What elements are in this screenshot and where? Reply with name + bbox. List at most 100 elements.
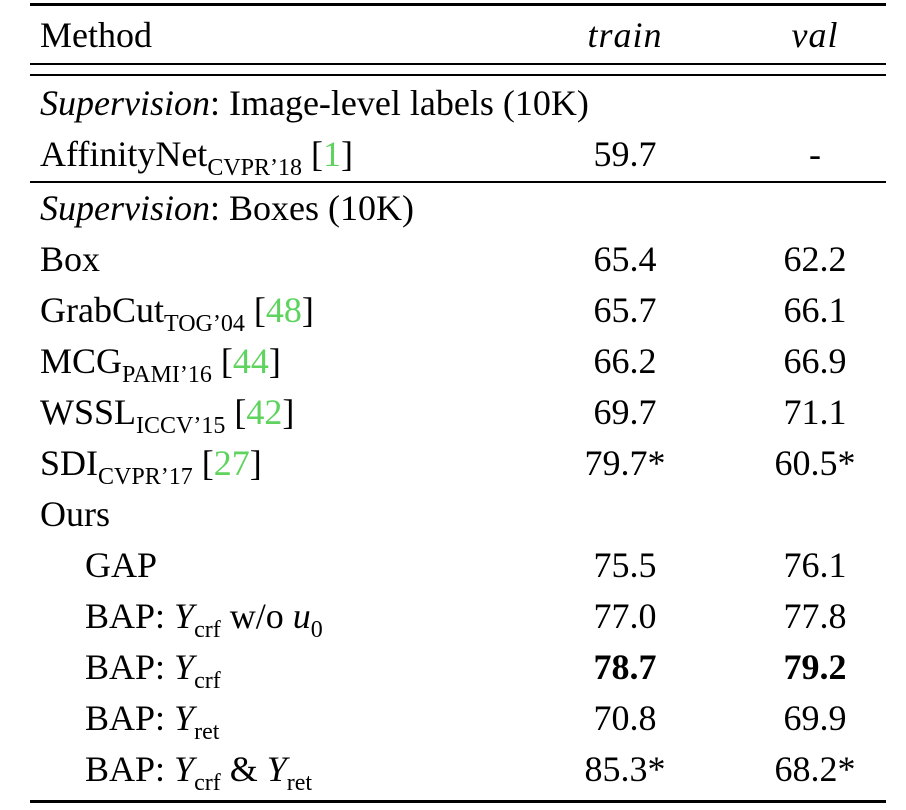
text: WSSL (40, 392, 137, 432)
text-cite: 27 (213, 443, 250, 483)
val-cell: 68.2* (774, 749, 856, 789)
text: BAP: (85, 749, 175, 789)
method-cell: GAP (85, 540, 157, 591)
train-cell: 69.7 (593, 392, 657, 432)
text-sub: ICCV’15 (136, 413, 226, 439)
method-cell: WSSLICCV’15 [42] (40, 387, 294, 443)
text: [ (302, 134, 323, 174)
method-cell: Ours (40, 489, 110, 540)
text: [ (211, 341, 233, 381)
text: : Boxes (10K) (209, 188, 414, 228)
table-row: GrabCutTOG’04 [48] 65.7 66.1 (0, 285, 906, 337)
section-rule (30, 181, 886, 183)
text: GrabCut (40, 290, 164, 330)
method-cell: BAP: Ycrf & Yret (85, 744, 312, 800)
text: ] (301, 290, 314, 330)
text: Ours (40, 494, 110, 534)
train-cell: 65.4 (593, 239, 657, 279)
section-label: Supervision: Image-level labels (10K) (40, 78, 589, 129)
text-sub: 0 (310, 617, 323, 643)
text-math: Y (174, 596, 195, 636)
table-row: AffinityNetCVPR’18 [1] 59.7 - (0, 129, 906, 181)
text-math: Y (174, 647, 195, 687)
train-cell: 79.7* (584, 443, 666, 483)
table-row: SDICVPR’17 [27] 79.7* 60.5* (0, 438, 906, 490)
text-cite: 1 (323, 134, 341, 174)
text: SDI (40, 443, 99, 483)
table-row: Ours (0, 489, 906, 540)
text-sub: crf (194, 770, 221, 796)
val-cell: 71.1 (783, 392, 847, 432)
text: ] (249, 443, 262, 483)
text-math: u (292, 596, 311, 636)
train-cell: 75.5 (593, 545, 657, 585)
text-sub: crf (194, 668, 221, 694)
val-cell: - (809, 134, 821, 174)
top-rule (30, 3, 886, 6)
text: BAP: (85, 698, 175, 738)
val-cell: 60.5* (774, 443, 856, 483)
text-sub: CVPR’17 (98, 464, 193, 490)
text-cite: 48 (265, 290, 302, 330)
table-row: BAP: Yret 70.8 69.9 (0, 693, 906, 745)
text: MCG (40, 341, 123, 381)
text: BAP: (85, 596, 175, 636)
text-sub: ret (194, 719, 220, 745)
train-cell: 59.7 (593, 134, 657, 174)
header-cell: val (791, 15, 839, 55)
text: ] (282, 392, 295, 432)
text: AffinityNet (40, 134, 208, 174)
text-sub: TOG’04 (163, 311, 245, 337)
text: [ (192, 443, 214, 483)
train-cell: 70.8 (593, 698, 657, 738)
val-cell: 79.2 (783, 647, 847, 687)
text-it: Supervision (40, 83, 210, 123)
method-cell: GrabCutTOG’04 [48] (40, 285, 314, 341)
text-cite: 44 (232, 341, 269, 381)
table-row: Supervision: Image-level labels (10K) (0, 78, 906, 129)
table-row: GAP 75.5 76.1 (0, 540, 906, 591)
text: BAP: (85, 647, 175, 687)
train-cell: 66.2 (593, 341, 657, 381)
text-sub: CVPR’18 (207, 155, 302, 181)
val-cell: 77.8 (783, 596, 847, 636)
table-row: MCGPAMI’16 [44] 66.2 66.9 (0, 336, 906, 388)
text: GAP (85, 545, 158, 585)
text: Box (40, 239, 101, 279)
header-row: Method train val (0, 10, 906, 61)
text-math: Y (174, 698, 195, 738)
text-math: Y (174, 749, 195, 789)
section-label: Supervision: Boxes (10K) (40, 183, 414, 234)
text: [ (244, 290, 266, 330)
text: [ (225, 392, 247, 432)
method-cell: BAP: Ycrf (85, 642, 221, 698)
text: ] (268, 341, 281, 381)
table-row: Box 65.4 62.2 (0, 234, 906, 285)
text-cite: 42 (246, 392, 283, 432)
train-cell: 78.7 (593, 647, 657, 687)
method-cell: Box (40, 234, 100, 285)
method-cell: BAP: Ycrf w/o u0 (85, 591, 323, 647)
text-sub: crf (194, 617, 221, 643)
method-cell: SDICVPR’17 [27] (40, 438, 262, 494)
table-row: Supervision: Boxes (10K) (0, 183, 906, 234)
text-sub: PAMI’16 (122, 362, 212, 388)
text-sub: ret (286, 770, 313, 796)
table-row: WSSLICCV’15 [42] 69.7 71.1 (0, 387, 906, 439)
header-cell: train (587, 15, 663, 55)
bottom-rule (30, 800, 886, 803)
train-cell: 77.0 (593, 596, 657, 636)
text: w/o (220, 596, 293, 636)
table-row: BAP: Ycrf & Yret 85.3* 68.2* (0, 744, 906, 796)
train-cell: 65.7 (593, 290, 657, 330)
text: ] (341, 134, 353, 174)
table-row: BAP: Ycrf w/o u0 77.0 77.8 (0, 591, 906, 643)
text-it: Supervision (40, 188, 210, 228)
table-row: BAP: Ycrf 78.7 79.2 (0, 642, 906, 694)
val-cell: 76.1 (783, 545, 847, 585)
header-cell: Method (40, 15, 152, 55)
text: : Image-level labels (10K) (209, 83, 589, 123)
header-rule (30, 74, 886, 76)
method-cell: BAP: Yret (85, 693, 219, 749)
